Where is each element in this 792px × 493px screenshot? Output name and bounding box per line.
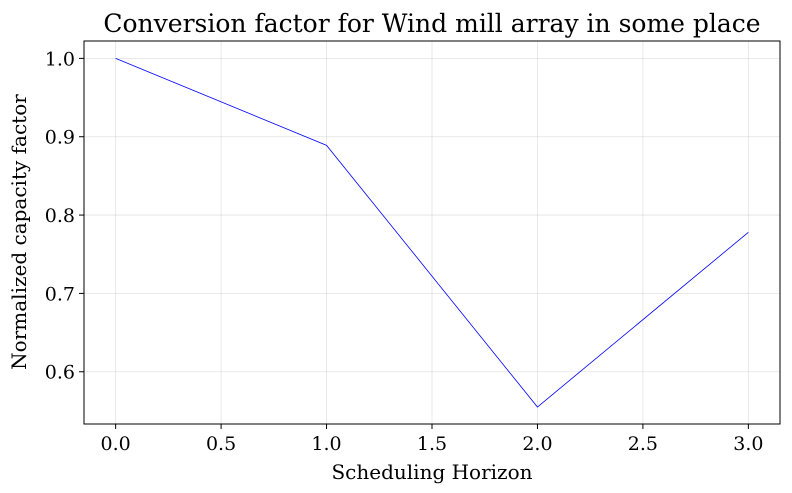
y-tick-label: 0.6	[45, 362, 75, 384]
y-tick-label: 0.7	[45, 283, 75, 305]
x-tick-label: 0.5	[206, 433, 236, 455]
y-axis: 0.6 0.7 0.8 0.9 1.0	[45, 48, 84, 384]
x-tick-label: 3.0	[733, 433, 763, 455]
x-tick-label: 2.5	[628, 433, 658, 455]
y-tick-label: 1.0	[45, 48, 75, 70]
x-tick-label: 0.0	[101, 433, 131, 455]
grid	[84, 41, 780, 424]
series-line	[115, 58, 749, 408]
series-group	[115, 58, 749, 408]
y-axis-label: Normalized capacity factor	[7, 94, 31, 370]
y-tick-label: 0.8	[45, 205, 75, 227]
x-tick-label: 2.0	[522, 433, 552, 455]
x-axis: 0.0 0.5 1.0 1.5 2.0 2.5 3.0	[101, 424, 763, 455]
chart-title: Conversion factor for Wind mill array in…	[103, 9, 760, 38]
y-tick-label: 0.9	[45, 127, 75, 149]
x-axis-label: Scheduling Horizon	[331, 460, 532, 484]
x-tick-label: 1.5	[417, 433, 447, 455]
x-tick-label: 1.0	[311, 433, 341, 455]
